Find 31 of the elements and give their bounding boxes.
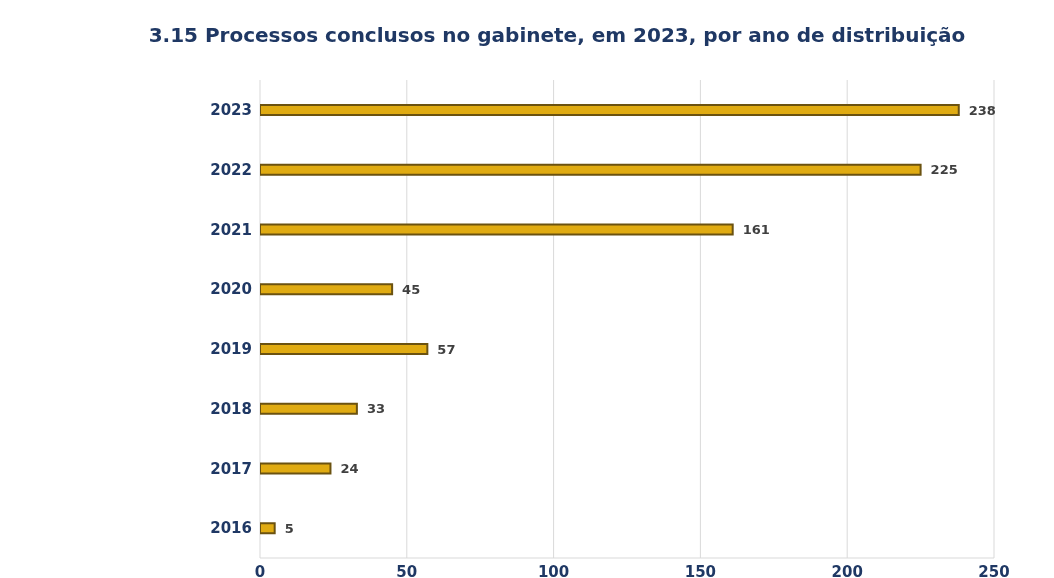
bar	[260, 163, 922, 176]
data-label: 57	[437, 341, 456, 357]
data-label: 161	[742, 222, 770, 238]
data-label: 24	[340, 461, 359, 477]
bar	[260, 522, 276, 535]
data-label: 45	[402, 281, 421, 297]
data-label: 5	[284, 520, 294, 536]
chart-title: 3.15 Processos conclusos no gabinete, em 2023, por ano de distribuição	[147, 22, 967, 49]
x-tick-label: 50	[396, 562, 418, 578]
bar	[260, 402, 358, 415]
y-tick-label: 2022	[210, 160, 252, 179]
bar	[260, 343, 429, 356]
x-tick-label: 200	[831, 562, 863, 578]
x-tick-label: 100	[537, 562, 570, 578]
x-tick-label: 150	[684, 562, 717, 578]
data-label: 238	[968, 102, 996, 118]
bar	[260, 104, 960, 117]
y-tick-label: 2016	[210, 519, 252, 538]
y-tick-label: 2023	[210, 101, 252, 120]
bar	[260, 223, 734, 236]
x-tick-label: 0	[254, 562, 266, 578]
bar	[260, 283, 394, 296]
y-tick-label: 2017	[210, 459, 252, 478]
y-tick-label: 2018	[210, 399, 252, 418]
y-tick-label: 2021	[210, 220, 252, 239]
x-tick-label: 250	[978, 562, 1010, 578]
y-tick-label: 2019	[210, 340, 252, 359]
y-tick-label: 2020	[210, 280, 252, 299]
data-label: 33	[366, 401, 385, 417]
bar	[260, 462, 332, 475]
data-label: 225	[930, 162, 958, 178]
